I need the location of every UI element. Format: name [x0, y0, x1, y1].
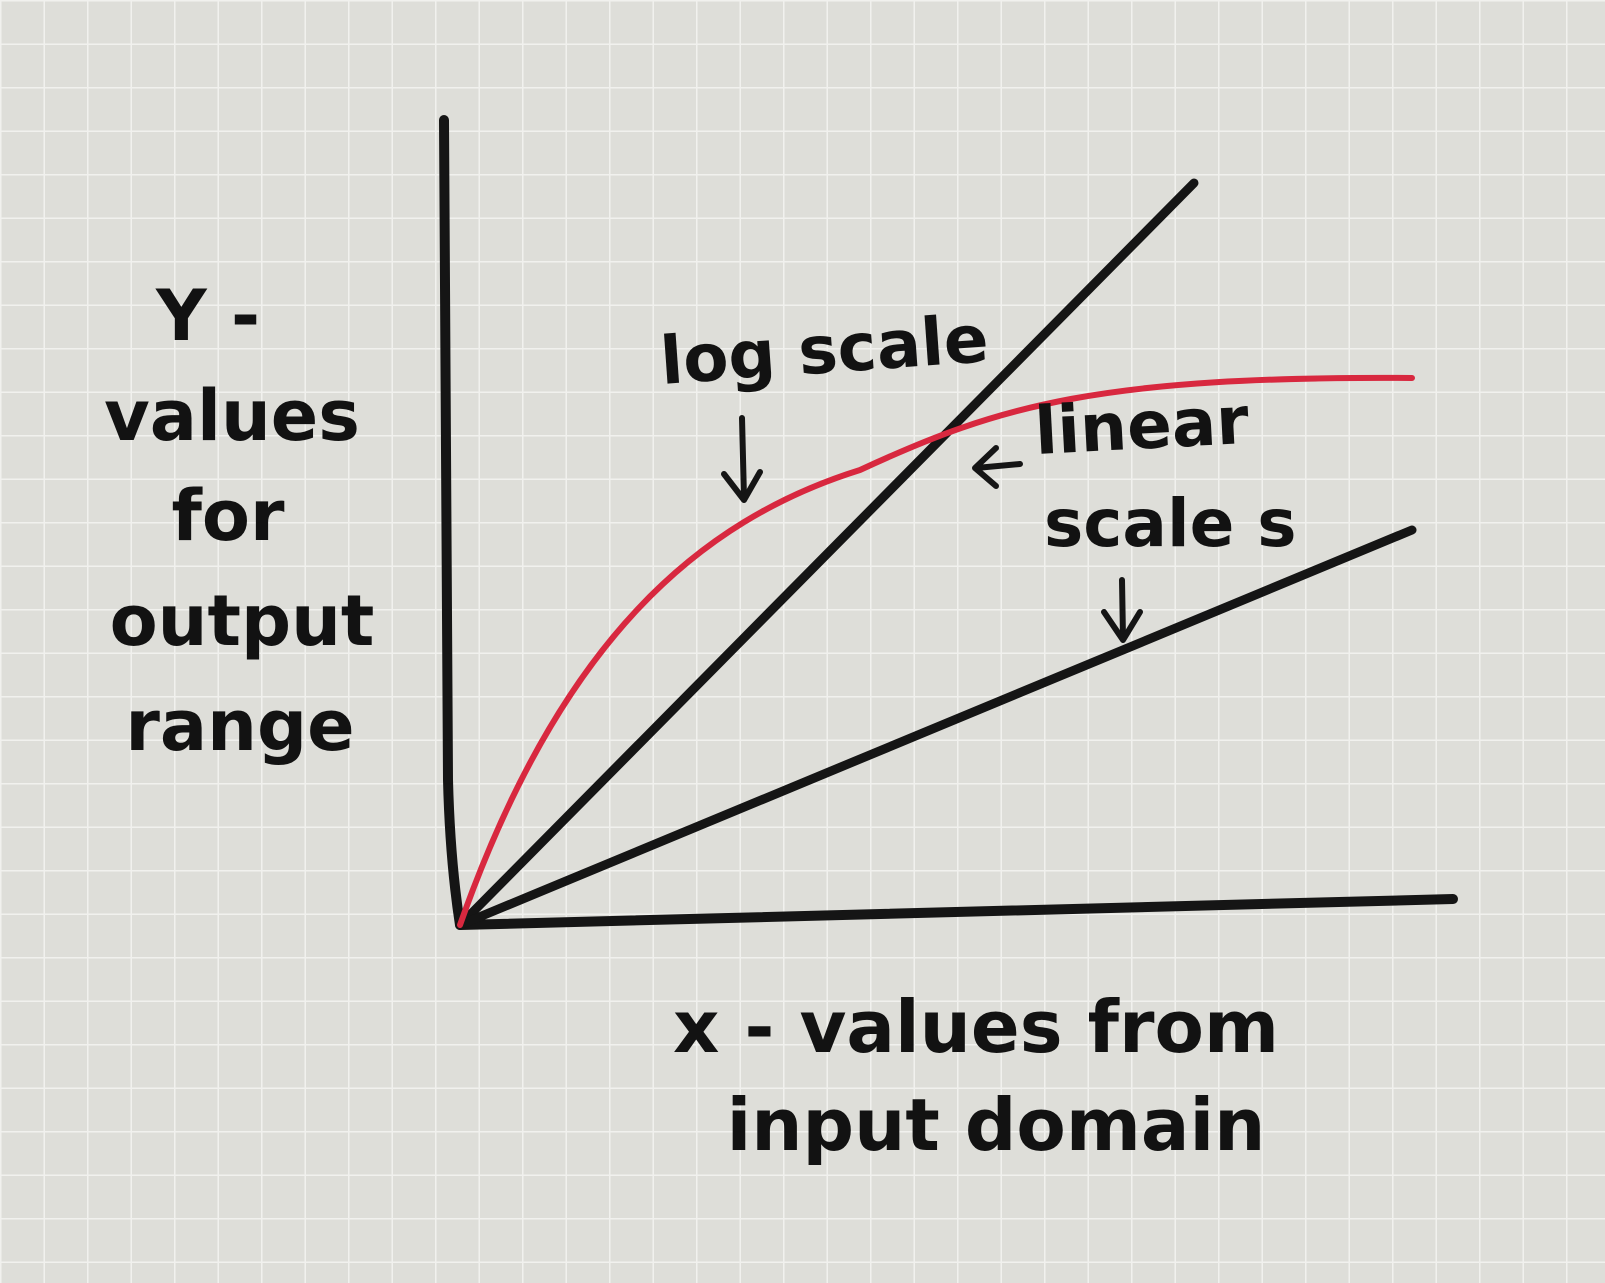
- x-axis-label: x - values from input domain: [673, 985, 1279, 1167]
- x-axis-line: [455, 894, 1458, 930]
- log-curve: [457, 374, 1415, 928]
- shallow-linear-line: [455, 525, 1417, 930]
- linear-scale-arrow-steep: [972, 445, 1023, 489]
- x-label-line-1: x - values from: [673, 985, 1279, 1069]
- x-label-line-2: input domain: [727, 1083, 1266, 1167]
- steep-linear-line: [455, 178, 1199, 930]
- linear-annotation-line-2: scale s: [1044, 485, 1297, 562]
- linear-annotation-line-1: linear: [1033, 382, 1251, 470]
- y-label-line-1: Y -: [155, 275, 260, 357]
- y-axis-label: Y - values for output range: [104, 275, 374, 767]
- y-label-line-3: for: [171, 475, 285, 557]
- y-label-line-5: range: [125, 685, 354, 767]
- log-scale-arrow: [721, 415, 763, 503]
- y-label-line-2: values: [104, 375, 360, 457]
- y-label-line-4: output: [110, 580, 375, 662]
- y-axis-line: [439, 115, 465, 930]
- linear-scale-arrow-shallow: [1101, 577, 1143, 643]
